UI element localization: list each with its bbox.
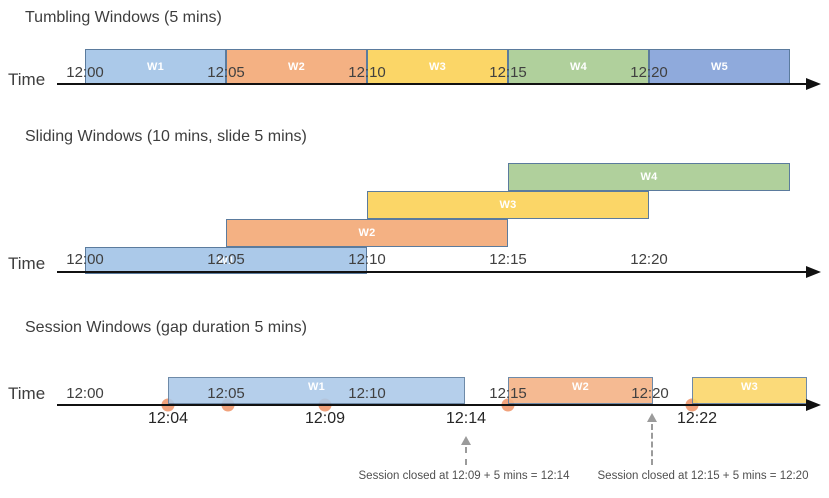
sliding-tick: 12:15 [489, 251, 527, 268]
sliding-tick: 12:10 [348, 251, 386, 268]
session-window-w2: W2 [508, 377, 653, 404]
tumbling-tick: 12:00 [66, 64, 104, 81]
session-window-w1: W1 [168, 377, 465, 404]
window-label: W2 [287, 60, 306, 73]
session-tick: 12:00 [66, 385, 104, 402]
event-time-label: 12:04 [147, 410, 189, 427]
window-label: W1 [146, 60, 165, 73]
sliding-section-title: Sliding Windows (10 mins, slide 5 mins) [25, 128, 307, 145]
tumbling-window-w3: W3 [367, 49, 508, 84]
sliding-window-w4: W4 [508, 163, 790, 191]
event-time-label: 12:14 [445, 410, 487, 427]
callout-arrow-up-icon [461, 436, 471, 445]
session-timeline [57, 404, 807, 406]
sliding-window-w3: W3 [367, 191, 649, 219]
tumbling-timeline [57, 83, 807, 85]
session-window-w3: W3 [692, 377, 807, 404]
sliding-axis-label: Time [8, 254, 46, 273]
window-label: W3 [428, 60, 447, 73]
sliding-tick: 12:20 [630, 251, 668, 268]
tumbling-window-w2: W2 [226, 49, 367, 84]
session-timeline-arrow-icon [806, 399, 821, 411]
sliding-tick: 12:00 [66, 251, 104, 268]
event-time-label: 12:22 [676, 410, 718, 427]
window-label: W2 [358, 227, 376, 239]
tumbling-window-w5: W5 [649, 49, 790, 84]
sliding-window-w1: W1 [85, 247, 367, 274]
sliding-window-w2: W2 [226, 219, 508, 247]
session-tick: 12:05 [207, 385, 245, 402]
window-label: W3 [499, 199, 517, 211]
window-label: W1 [307, 381, 326, 393]
tumbling-tick: 12:05 [207, 64, 245, 81]
window-label: W4 [569, 60, 588, 73]
session-close-annotation-2: Session closed at 12:15 + 5 mins = 12:20 [597, 470, 809, 482]
sliding-timeline [57, 271, 807, 273]
tumbling-section-title: Tumbling Windows (5 mins) [25, 9, 222, 26]
window-label: W5 [710, 60, 729, 73]
tumbling-tick: 12:10 [348, 64, 386, 81]
tumbling-axis-label: Time [8, 70, 46, 89]
session-tick: 12:15 [489, 385, 527, 402]
tumbling-timeline-arrow-icon [806, 78, 821, 90]
tumbling-window-w4: W4 [508, 49, 649, 84]
window-label: W1 [217, 254, 235, 267]
session-axis-label: Time [8, 384, 46, 403]
tumbling-tick: 12:20 [630, 64, 668, 81]
session-close-annotation-1: Session closed at 12:09 + 5 mins = 12:14 [358, 470, 570, 482]
window-label: W3 [740, 381, 759, 393]
callout-arrow-up-icon [647, 413, 657, 422]
tumbling-window-w1: W1 [85, 49, 226, 84]
event-time-label: 12:09 [304, 410, 346, 427]
window-label: W2 [571, 381, 590, 393]
sliding-tick: 12:05 [207, 251, 245, 268]
callout-arrow-line [651, 424, 653, 465]
sliding-timeline-arrow-icon [806, 266, 821, 278]
callout-arrow-line [465, 447, 467, 465]
session-tick: 12:20 [631, 385, 669, 402]
session-tick: 12:10 [348, 385, 386, 402]
tumbling-tick: 12:15 [489, 64, 527, 81]
window-label: W4 [640, 171, 658, 183]
session-section-title: Session Windows (gap duration 5 mins) [25, 319, 307, 336]
